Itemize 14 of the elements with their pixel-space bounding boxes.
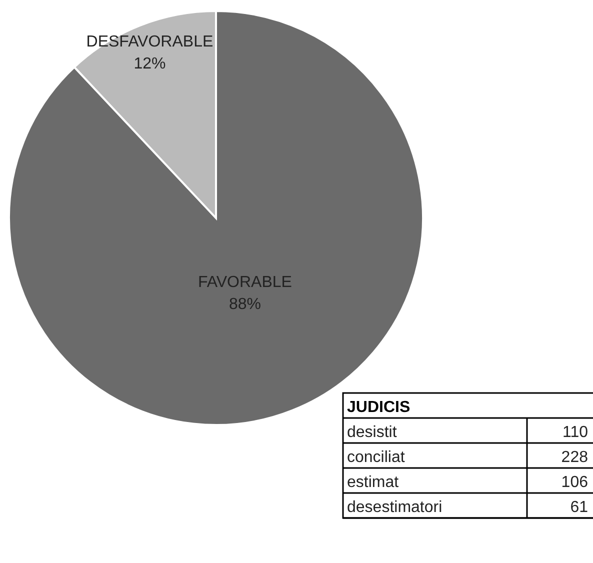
category-label: estimat xyxy=(347,474,400,491)
text: JUDICIS xyxy=(347,399,410,416)
data-label: 61 xyxy=(570,499,588,516)
category-label: desestimatori xyxy=(347,499,442,516)
slice-label: DESFAVORABLE xyxy=(86,34,214,51)
slice-label: FAVORABLE xyxy=(198,274,292,292)
category-label: desistit xyxy=(347,424,398,441)
data-label: 110 xyxy=(562,424,588,441)
data-label: 12% xyxy=(134,56,166,73)
pie-slice xyxy=(8,10,424,426)
data-label: 106 xyxy=(561,474,588,491)
data-label: 228 xyxy=(561,449,588,466)
category-label: conciliat xyxy=(347,449,406,466)
data-label: 88% xyxy=(228,296,261,314)
